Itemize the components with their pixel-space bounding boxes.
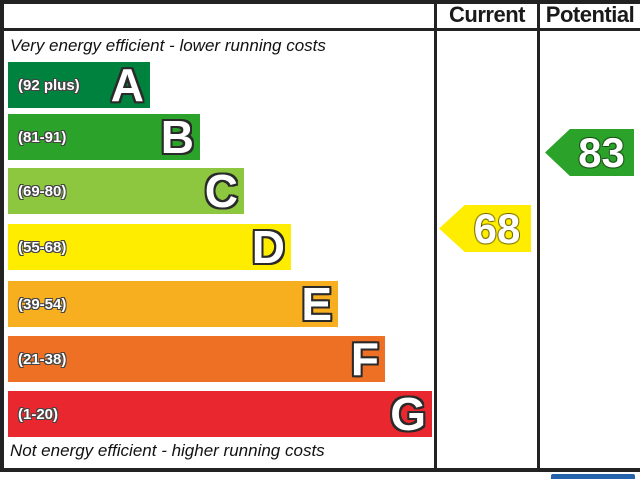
current-rating-arrow: 68 [439,205,531,252]
band-range-label: (69-80) [18,182,67,200]
band-bar-e: (39-54) E [8,281,338,327]
band-letter: F [350,333,379,385]
band-letter: D [251,221,285,273]
potential-rating-value: 83 [578,128,625,176]
band-letter: E [301,278,332,330]
border-top [0,0,640,4]
footer-blue-bar-fragment [551,474,635,479]
column-divider-potential [537,0,540,472]
bottom-caption: Not energy efficient - higher running co… [10,441,325,460]
column-header-current: Current [449,2,525,27]
band-range-label: (92 plus) [18,76,80,94]
top-caption: Very energy efficient - lower running co… [10,36,326,55]
band-letter: G [390,388,426,440]
column-divider-current [434,0,437,472]
band-range-label: (55-68) [18,238,67,256]
band-bar-d: (55-68) D [8,224,291,270]
band-bar-a: (92 plus) A [8,62,150,108]
header-separator-line [0,28,640,31]
band-bar-b: (81-91) B [8,114,200,160]
band-letter: C [204,165,238,217]
current-rating-value: 68 [473,204,521,252]
band-bar-f: (21-38) F [8,336,385,382]
band-range-label: (21-38) [18,350,67,368]
band-bar-c: (69-80) C [8,168,244,214]
potential-rating-arrow: 83 [545,129,634,176]
band-letter: B [160,111,194,163]
border-left [0,0,4,472]
band-range-label: (1-20) [18,405,59,423]
band-range-label: (81-91) [18,128,67,146]
band-letter: A [110,59,144,111]
band-range-label: (39-54) [18,295,67,313]
band-bar-g: (1-20) G [8,391,432,437]
column-header-potential: Potential [545,2,635,27]
border-bottom [0,468,640,472]
